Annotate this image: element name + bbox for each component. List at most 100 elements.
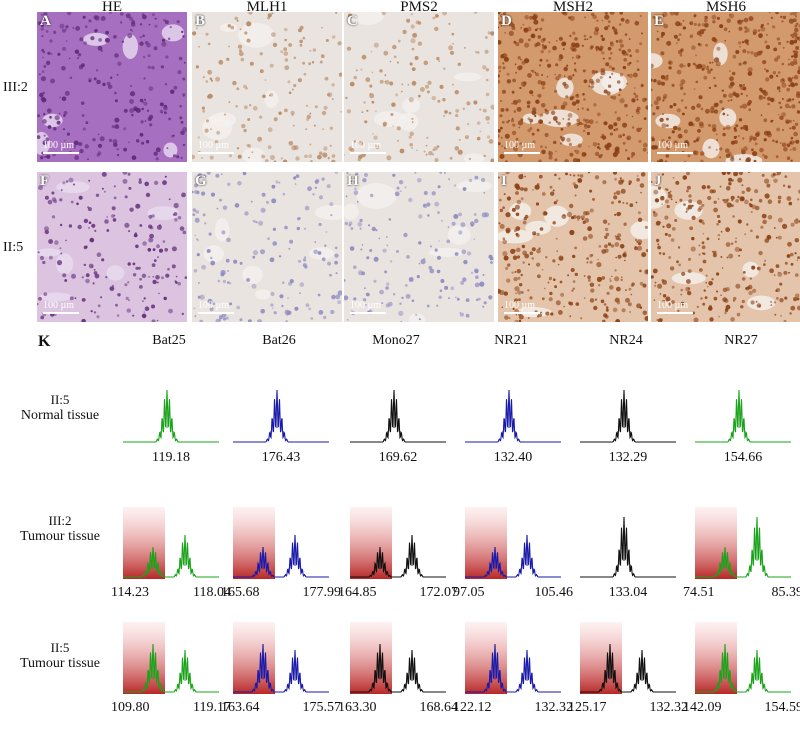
- allele-size-labels: 109.80 119.17: [111, 700, 231, 716]
- scale-bar-label: 100 µm: [198, 140, 230, 151]
- peak-trace: [465, 643, 561, 693]
- peak-trace: [580, 389, 676, 443]
- column-header-he: HE: [102, 0, 122, 15]
- electropherogram-bat25: [123, 389, 219, 443]
- panel-letter: G: [195, 173, 207, 189]
- allele-size: 132.32: [534, 700, 574, 715]
- allele-size-labels: 169.62: [338, 450, 458, 466]
- allele-size: 132.32: [649, 700, 689, 715]
- scale-bar: [504, 312, 540, 314]
- allele-size-labels: 114.23 118.04: [111, 585, 231, 601]
- allele-size-labels: 163.64 175.57: [221, 700, 341, 716]
- allele-size: 142.09: [683, 700, 722, 715]
- peak-trace: [123, 389, 219, 443]
- peak-trace: [580, 643, 676, 693]
- electropherogram-nr27: [695, 389, 791, 443]
- allele-size-labels: 164.85 172.07: [338, 585, 458, 601]
- panel-letter: B: [195, 13, 206, 29]
- msi-shift-shading: [465, 622, 507, 694]
- electropherogram-bat25: [123, 622, 219, 694]
- tissue-texture: [498, 12, 648, 162]
- scale-bar: [43, 152, 79, 154]
- peak-trace: [233, 534, 329, 578]
- electropherogram-bat25: [123, 507, 219, 579]
- msi-row-label-2: II:5 Tumour tissue: [0, 640, 120, 672]
- peak-trace: [465, 389, 561, 443]
- panel-letter: D: [501, 13, 512, 29]
- panel-letter: A: [40, 13, 51, 29]
- allele-size: 105.46: [534, 585, 574, 600]
- allele-size: 163.30: [338, 700, 377, 715]
- scale-bar-label: 100 µm: [198, 300, 230, 311]
- allele-size: 125.17: [568, 700, 607, 715]
- allele-size: 132.40: [493, 450, 533, 465]
- scale-bar: [198, 312, 234, 314]
- column-header-mlh1: MLH1: [246, 0, 288, 15]
- allele-size: 176.43: [261, 450, 301, 465]
- panel-letter: E: [654, 13, 665, 29]
- allele-size-labels: 125.17 132.32: [568, 700, 688, 716]
- electropherogram-bat26: [233, 622, 329, 694]
- panel-letter: J: [654, 173, 662, 189]
- ihc-image-j: J 100 µm: [651, 172, 800, 322]
- scale-bar: [43, 312, 79, 314]
- allele-size-labels: 132.40: [453, 450, 573, 466]
- allele-size: 122.12: [453, 700, 492, 715]
- marker-bat26: Bat26: [262, 333, 296, 348]
- electropherogram-nr21: [465, 507, 561, 579]
- electropherogram-mono27: [350, 389, 446, 443]
- row-label-0: III:2: [3, 80, 28, 95]
- electropherogram-nr24: [580, 389, 676, 443]
- allele-size: 114.23: [111, 585, 149, 600]
- ihc-image-g: G 100 µm: [192, 172, 342, 322]
- ihc-image-i: I 100 µm: [498, 172, 648, 322]
- allele-size: 164.85: [338, 585, 377, 600]
- allele-size-labels: 154.66: [683, 450, 800, 466]
- peak-trace: [695, 516, 791, 578]
- electropherogram-nr21: [465, 622, 561, 694]
- peak-trace: [350, 389, 446, 443]
- peak-trace: [233, 389, 329, 443]
- electropherogram-nr24: [580, 516, 676, 578]
- allele-size-labels: 133.04: [568, 585, 688, 601]
- tissue-texture: [498, 172, 648, 322]
- panel-letter-k: K: [38, 333, 51, 350]
- electropherogram-bat26: [233, 507, 329, 579]
- allele-size-labels: 74.51 85.39: [683, 585, 800, 601]
- scale-bar: [350, 152, 386, 154]
- scale-bar: [657, 312, 693, 314]
- allele-size: 172.07: [419, 585, 459, 600]
- scale-bar: [350, 312, 386, 314]
- column-header-msh6: MSH6: [705, 0, 746, 15]
- allele-size: 119.18: [152, 450, 190, 465]
- peak-trace: [465, 534, 561, 578]
- row-label-line: II:5: [50, 392, 70, 407]
- msi-shift-shading: [233, 622, 275, 694]
- marker-nr21: NR21: [494, 333, 528, 348]
- allele-size: 163.64: [221, 700, 260, 715]
- row-label-line: Tumour tissue: [19, 529, 100, 544]
- allele-size-labels: 165.68 177.99: [221, 585, 341, 601]
- allele-size: 165.68: [221, 585, 260, 600]
- scale-bar-label: 100 µm: [43, 140, 75, 151]
- allele-size: 132.29: [608, 450, 648, 465]
- marker-bat25: Bat25: [152, 333, 186, 348]
- electropherogram-bat26: [233, 389, 329, 443]
- marker-nr24: NR24: [609, 333, 643, 348]
- ihc-image-h: H 100 µm: [344, 172, 494, 322]
- allele-size-labels: 176.43: [221, 450, 341, 466]
- ihc-image-f: F 100 µm: [37, 172, 187, 322]
- ihc-image-a: A 100 µm: [37, 12, 187, 162]
- allele-size-labels: 142.09 154.59: [683, 700, 800, 716]
- allele-size-labels: 132.29: [568, 450, 688, 466]
- panel-letter: H: [347, 173, 359, 189]
- msi-row-label-1: III:2 Tumour tissue: [0, 513, 120, 545]
- allele-size: 175.57: [302, 700, 342, 715]
- electropherogram-mono27: [350, 507, 446, 579]
- peak-trace: [350, 643, 446, 693]
- peak-trace: [695, 389, 791, 443]
- msi-row-label-0: II:5 Normal tissue: [0, 392, 120, 424]
- electropherogram-nr24: [580, 622, 676, 694]
- scale-bar: [504, 152, 540, 154]
- msi-shift-shading: [695, 622, 737, 694]
